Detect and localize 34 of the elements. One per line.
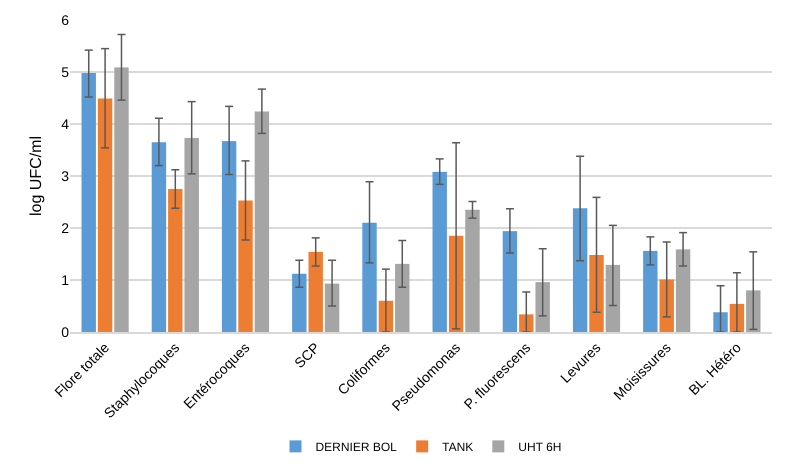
- bar: [659, 279, 674, 332]
- y-tick-label: 1: [61, 272, 70, 288]
- bar: [152, 142, 166, 332]
- bar: [184, 138, 199, 332]
- bar: [572, 208, 588, 332]
- bar: [676, 249, 690, 332]
- bar: [254, 112, 270, 332]
- bar: [606, 264, 620, 332]
- y-axis-title: log UFC/ml: [28, 136, 46, 216]
- bar: [292, 274, 307, 332]
- bar: [643, 250, 658, 332]
- bar: [98, 98, 112, 332]
- legend-label: DERNIER BOL: [316, 440, 398, 454]
- bar: [395, 264, 410, 332]
- y-tick-label: 5: [61, 64, 70, 80]
- bar: [502, 231, 518, 332]
- legend-label: TANK: [442, 440, 474, 454]
- bar: [82, 73, 96, 332]
- y-tick-label: 2: [61, 220, 70, 236]
- bar: [362, 222, 377, 332]
- bar: [114, 67, 129, 332]
- bar: [465, 210, 480, 332]
- bar: [222, 141, 236, 332]
- y-tick-label: 4: [61, 116, 70, 132]
- bar: [324, 284, 340, 332]
- bar: [535, 282, 550, 332]
- y-tick-label: 6: [61, 12, 70, 28]
- y-tick-label: 3: [61, 168, 70, 184]
- bar: [432, 172, 447, 332]
- bar: [238, 200, 253, 332]
- bar: [168, 189, 183, 332]
- y-tick-label: 0: [61, 324, 70, 340]
- bar: [308, 252, 323, 332]
- legend-label: UHT 6H: [518, 440, 562, 454]
